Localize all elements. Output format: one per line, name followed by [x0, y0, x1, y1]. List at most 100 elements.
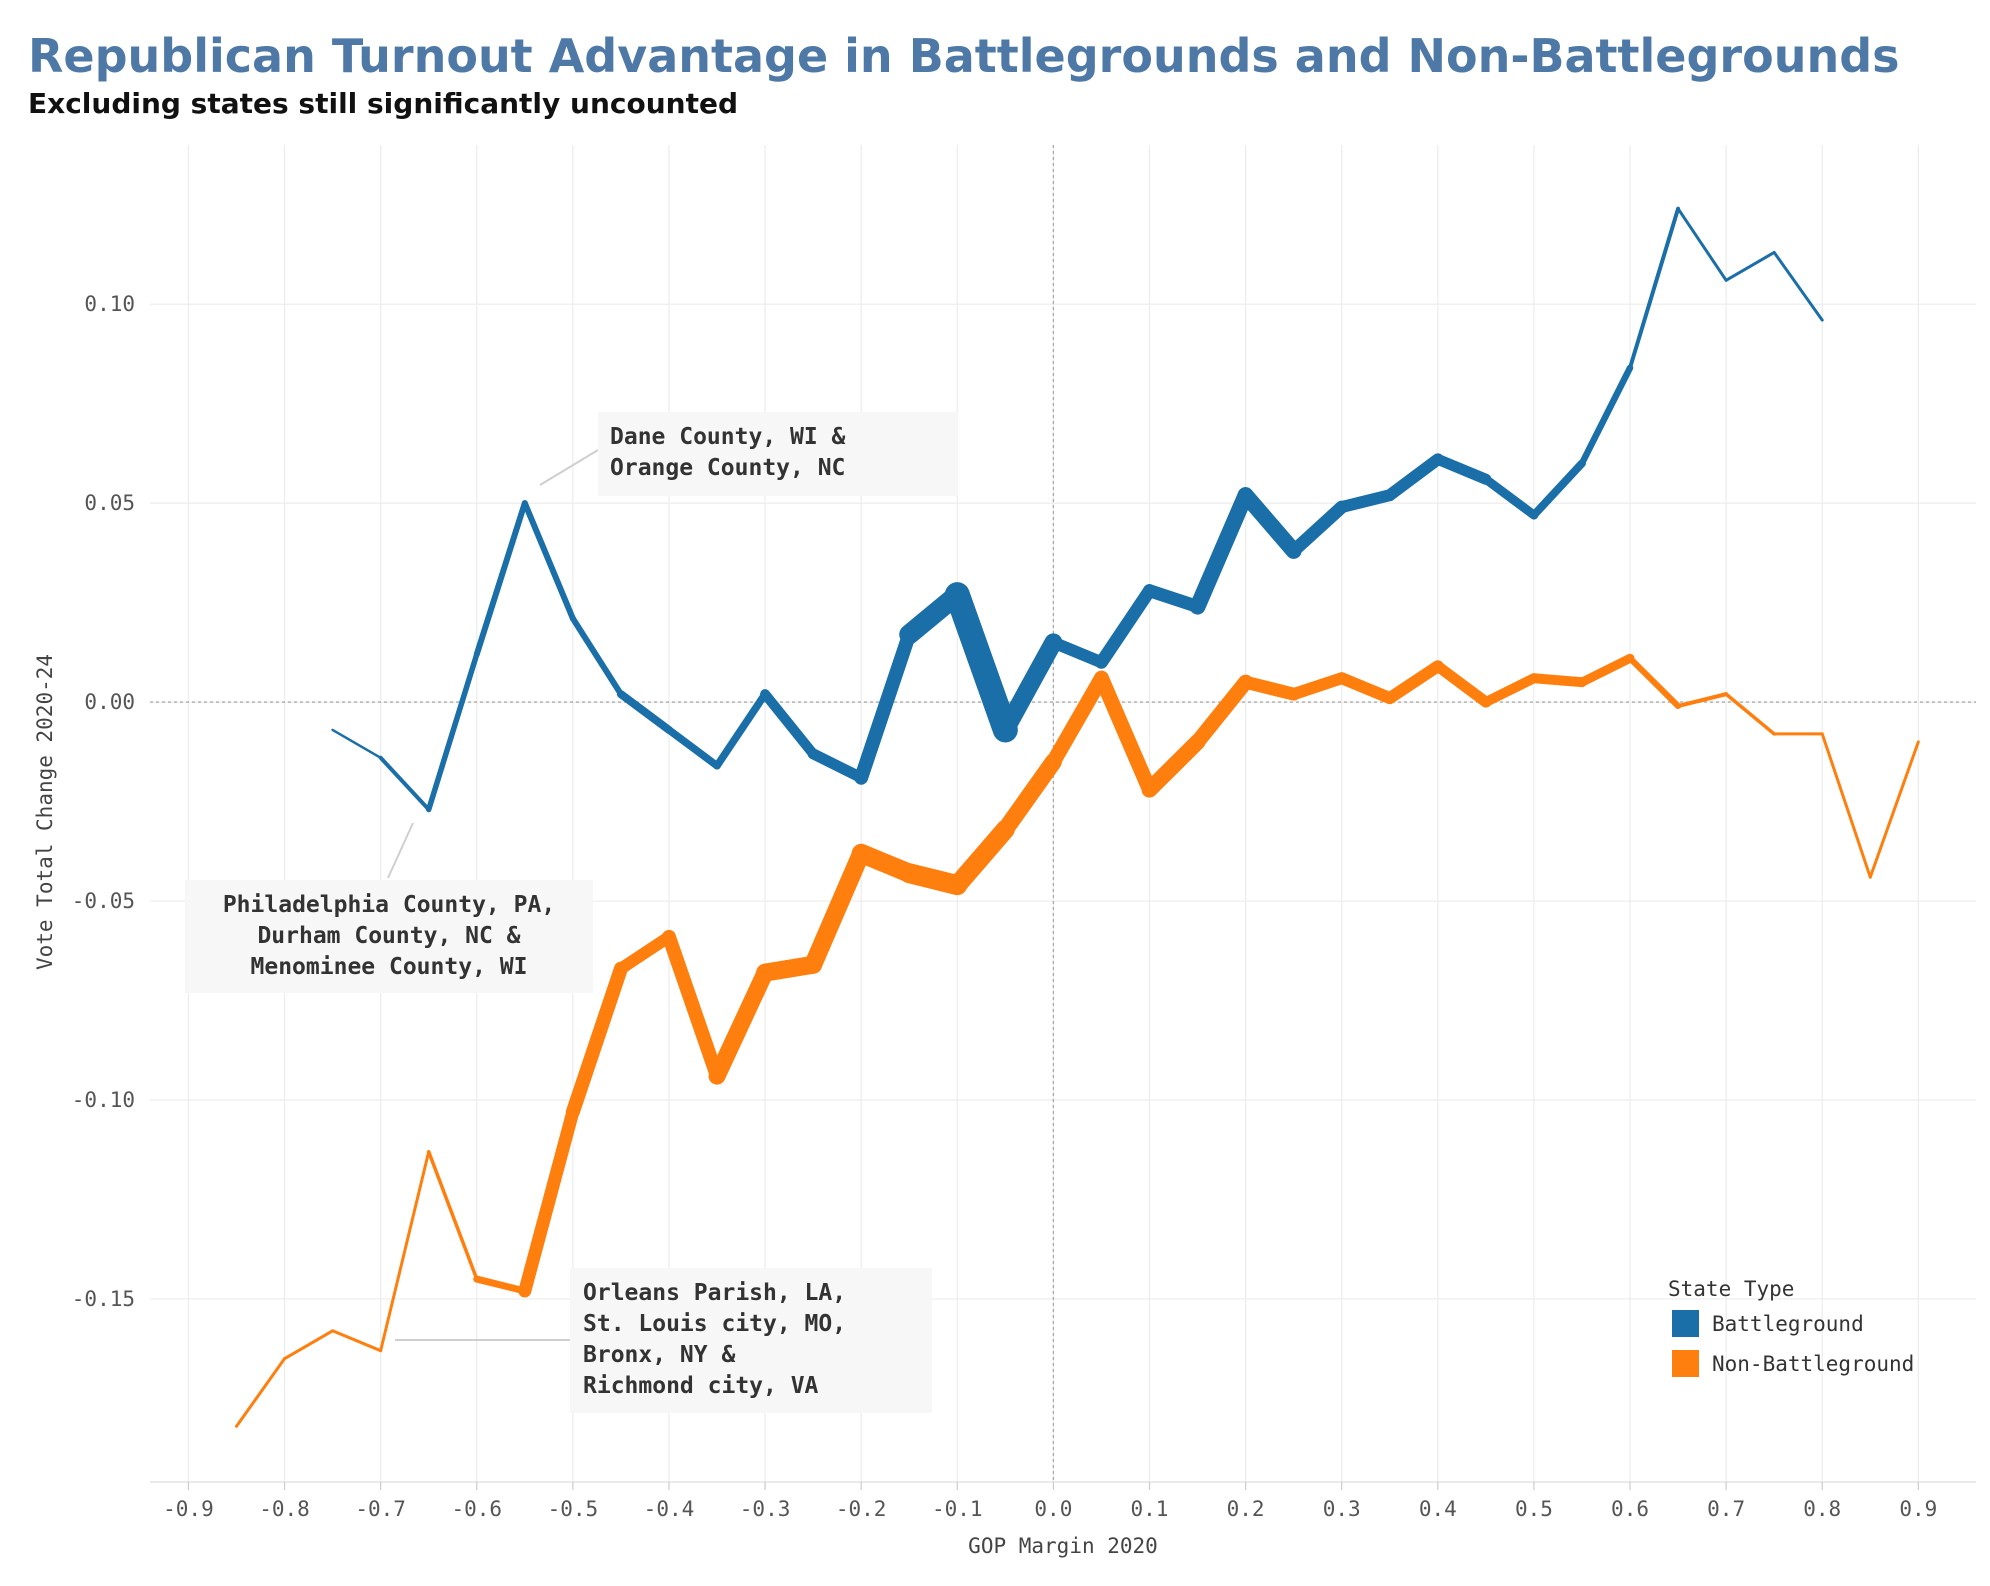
- x-tick-label: -0.4: [644, 1497, 695, 1521]
- annotations-layer: Dane County, WI & Orange County, NC Philad…: [185, 412, 958, 1413]
- series-segment: [378, 755, 431, 812]
- series-segment: [1239, 675, 1301, 701]
- series-segment: [283, 1329, 335, 1361]
- legend-label-battleground: Battleground: [1712, 1312, 1864, 1336]
- series-segment: [1189, 487, 1254, 615]
- series-segment: [1287, 672, 1348, 701]
- x-tick-label: 0.1: [1131, 1497, 1169, 1521]
- series-segment: [996, 753, 1062, 838]
- series-segment: [1724, 250, 1776, 282]
- x-tick-label: 0.0: [1034, 1497, 1072, 1521]
- annotation-3: Orleans Parish, LA, St. Louis city, MO, Br…: [395, 1268, 932, 1413]
- annotation-text-line: Orleans Parish, LA,: [583, 1280, 846, 1306]
- series-battleground: [331, 206, 1824, 813]
- annotation-box: [185, 880, 593, 993]
- x-tick-label: 0.5: [1515, 1497, 1553, 1521]
- annotation-text-line: Durham County, NC &: [257, 923, 520, 949]
- series-segment: [1577, 653, 1635, 687]
- series-segment: [425, 651, 480, 813]
- series-segment: [1190, 674, 1254, 750]
- series-segment: [854, 627, 917, 785]
- y-tick-label: -0.10: [72, 1088, 135, 1112]
- series-segment: [1578, 364, 1634, 467]
- series-segment: [1481, 474, 1539, 520]
- series-segment: [1045, 670, 1109, 770]
- series-segment: [1529, 459, 1586, 520]
- annotation-text-line: St. Louis city, MO,: [583, 1311, 846, 1337]
- series-segment: [1868, 740, 1920, 879]
- series-segment: [473, 1275, 529, 1295]
- series-segment: [1432, 660, 1492, 708]
- series-segment: [565, 961, 628, 1119]
- legend-title: State Type: [1668, 1277, 1794, 1301]
- x-tick-label: -0.9: [163, 1497, 214, 1521]
- series-segment: [234, 1357, 287, 1428]
- y-tick-label: 0.00: [84, 690, 135, 714]
- series-segment: [1383, 453, 1444, 502]
- legend: State Type Battleground Non-Battleground: [1668, 1277, 1914, 1377]
- chart-title: Republican Turnout Advantage in Battlegr…: [28, 29, 1900, 83]
- series-segment: [1287, 500, 1349, 558]
- series-segment: [1093, 670, 1157, 798]
- series-segment: [807, 748, 867, 784]
- series-segment: [1047, 636, 1108, 669]
- y-tick-label: 0.10: [84, 292, 135, 316]
- series-segment: [616, 690, 673, 734]
- series-non-battleground: [234, 653, 1920, 1428]
- x-tick-label: 0.8: [1803, 1497, 1841, 1521]
- x-tick-label: 0.3: [1323, 1497, 1361, 1521]
- series-segment: [473, 500, 528, 658]
- annotation-leader-line: [539, 449, 599, 486]
- x-axis-label: GOP Margin 2020: [968, 1534, 1158, 1558]
- series-segment: [331, 728, 382, 760]
- series-segment: [1237, 487, 1302, 559]
- chart-subtitle: Excluding states still significantly unc…: [28, 87, 738, 120]
- x-tick-label: -0.1: [932, 1497, 983, 1521]
- series-segment: [426, 1149, 479, 1281]
- series-segment: [760, 689, 819, 759]
- y-tick-label: -0.05: [72, 889, 135, 913]
- series-segment: [379, 1150, 431, 1353]
- series-segment: [1383, 660, 1444, 705]
- x-tick-label: 0.4: [1419, 1497, 1457, 1521]
- series-segment: [518, 1105, 580, 1298]
- x-tick-label: 0.9: [1899, 1497, 1937, 1521]
- series-segment: [1628, 206, 1681, 370]
- annotation-text-line: Menominee County, WI: [251, 954, 528, 980]
- x-tick-label: -0.5: [548, 1497, 599, 1521]
- series-segment: [708, 964, 774, 1085]
- annotation-1: Dane County, WI & Orange County, NC: [539, 412, 958, 496]
- legend-swatch-non-battleground: [1672, 1350, 1699, 1377]
- series-layer: [234, 206, 1920, 1428]
- series-segment: [1335, 672, 1396, 705]
- annotation-text-line: Philadelphia County, PA,: [223, 892, 555, 918]
- x-tick-label: -0.2: [836, 1497, 887, 1521]
- series-segment: [1094, 584, 1156, 669]
- series-segment: [1141, 733, 1206, 798]
- annotation-text-line: Orange County, NC: [610, 455, 845, 481]
- annotation-leader-line: [387, 822, 414, 879]
- series-segment: [521, 500, 576, 622]
- reference-lines: [150, 145, 1976, 1482]
- series-segment: [996, 633, 1063, 739]
- series-segment: [661, 929, 725, 1084]
- series-segment: [713, 690, 769, 770]
- series-segment: [944, 582, 1018, 743]
- series-segment: [614, 930, 675, 975]
- x-tick-label: 0.7: [1707, 1497, 1745, 1521]
- series-segment: [1676, 692, 1729, 709]
- series-segment: [1142, 584, 1205, 614]
- x-tick-label: 0.6: [1611, 1497, 1649, 1521]
- series-segment: [569, 615, 624, 698]
- y-tick-label: 0.05: [84, 491, 135, 515]
- series-segment: [1724, 692, 1776, 736]
- y-axis-ticks: -0.15 -0.10 -0.05 0.00 0.05 0.10: [72, 292, 135, 1311]
- series-segment: [947, 819, 1015, 895]
- x-tick-label: 0.2: [1227, 1497, 1265, 1521]
- annotation-text-line: Bronx, NY &: [583, 1342, 735, 1368]
- x-tick-label: -0.8: [259, 1497, 310, 1521]
- series-segment: [804, 844, 871, 974]
- y-axis-label: Vote Total Change 2020-24: [33, 654, 57, 970]
- y-tick-label: -0.15: [72, 1287, 135, 1311]
